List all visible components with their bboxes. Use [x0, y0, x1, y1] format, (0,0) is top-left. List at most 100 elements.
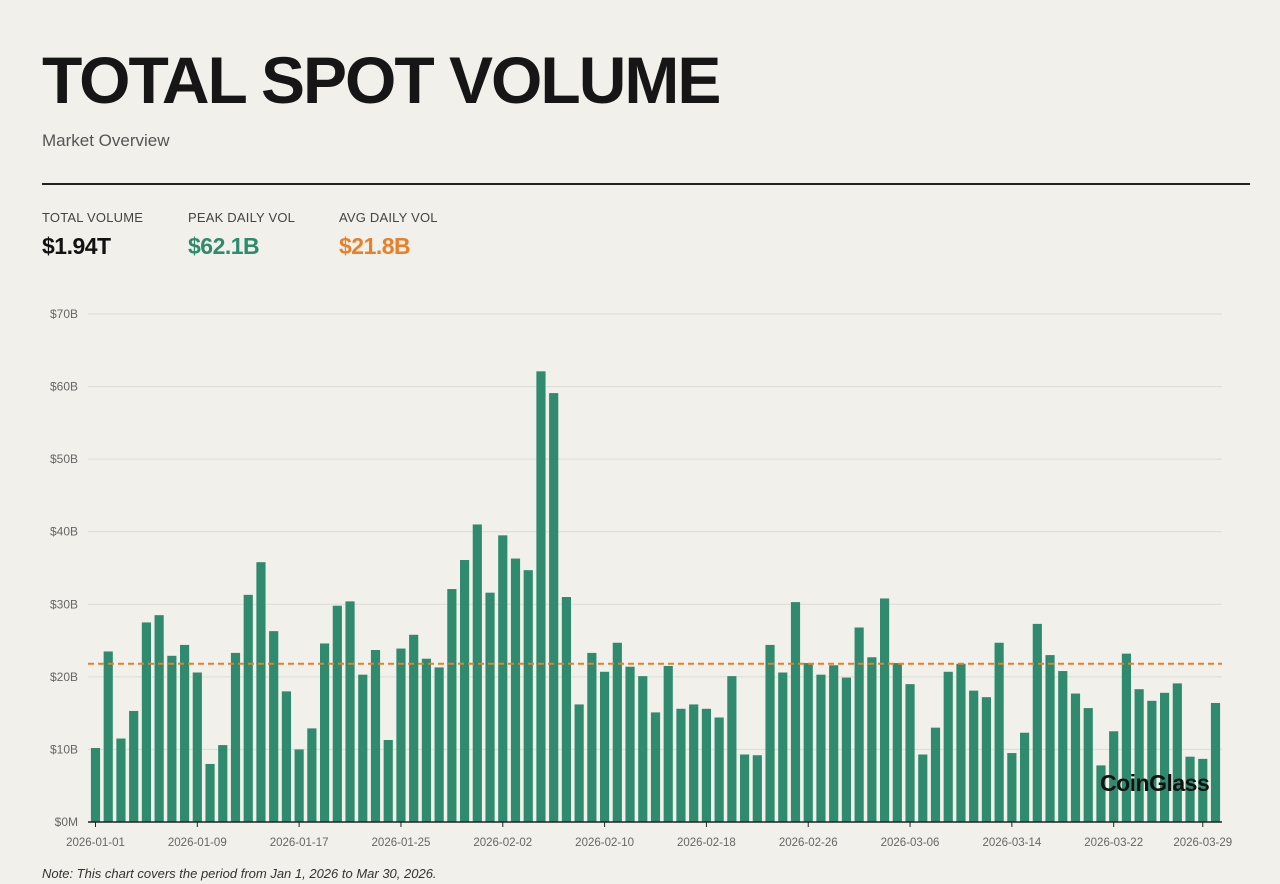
- stat-peak-daily-volume: PEAK DAILY VOL $62.1B: [188, 210, 295, 260]
- volume-bar: [230, 652, 241, 822]
- volume-bar: [676, 708, 686, 822]
- volume-bar: [167, 655, 177, 822]
- volume-bar: [370, 650, 381, 822]
- volume-bar: [943, 671, 953, 822]
- stat-peak-daily-volume-value: $62.1B: [188, 233, 260, 259]
- volume-bar: [803, 663, 813, 822]
- volume-bar: [727, 676, 737, 822]
- volume-bar: [778, 672, 788, 822]
- x-tick-label: 2026-03-06: [881, 837, 940, 849]
- volume-bar: [816, 674, 826, 822]
- volume-bar: [867, 657, 877, 822]
- stat-average-daily-volume: AVG DAILY VOL $21.8B: [339, 210, 438, 260]
- volume-bar: [956, 663, 966, 822]
- y-tick-label: $30B: [50, 597, 78, 611]
- volume-bar: [1045, 655, 1055, 822]
- volume-bar: [141, 622, 151, 822]
- volume-bar: [969, 690, 979, 822]
- x-tick-label: 2026-02-02: [473, 837, 532, 849]
- volume-bar: [294, 749, 304, 822]
- volume-bar: [587, 652, 597, 822]
- volume-bar: [472, 524, 482, 822]
- volume-bar: [485, 592, 495, 822]
- x-tick-label: 2026-01-17: [270, 837, 329, 849]
- volume-bar: [1020, 732, 1030, 822]
- volume-bar: [663, 665, 673, 822]
- volume-bar: [180, 644, 190, 822]
- volume-bar: [600, 671, 610, 822]
- x-tick-label: 2026-01-25: [372, 837, 431, 849]
- volume-bar: [561, 597, 571, 822]
- volume-bar: [345, 601, 355, 822]
- volume-bar: [1032, 623, 1042, 822]
- volume-bar: [1096, 765, 1106, 822]
- volume-bar: [498, 535, 508, 822]
- volume-bar: [918, 754, 928, 822]
- volume-bar: [269, 631, 279, 822]
- volume-bar: [434, 667, 444, 822]
- volume-bar: [574, 704, 584, 822]
- volume-bar: [192, 672, 202, 822]
- volume-bar: [638, 676, 648, 822]
- stat-total-volume-value: $1.94T: [42, 233, 111, 259]
- volume-bar: [218, 745, 228, 822]
- volume-bar: [409, 634, 419, 822]
- volume-bar: [243, 594, 253, 822]
- stat-average-daily-volume-label: AVG DAILY VOL: [339, 210, 438, 225]
- x-tick-label: 2026-03-14: [982, 837, 1041, 849]
- volume-bar: [854, 627, 864, 822]
- volume-bar: [714, 717, 724, 822]
- volume-bar: [129, 710, 139, 822]
- volume-bar: [790, 602, 801, 822]
- volume-bar: [256, 562, 266, 822]
- volume-bar: [689, 704, 699, 822]
- x-tick-label: 2026-01-01: [66, 837, 125, 849]
- volume-bar: [116, 738, 126, 822]
- volume-bar: [841, 677, 851, 822]
- page-title: TOTAL SPOT VOLUME: [42, 43, 721, 117]
- x-tick-label: 2026-01-09: [168, 837, 227, 849]
- volume-bar: [320, 643, 330, 822]
- volume-bar: [523, 570, 533, 822]
- volume-bar: [1198, 758, 1208, 822]
- volume-bar: [103, 651, 113, 822]
- volume-bar: [650, 712, 661, 822]
- volume-bar: [421, 658, 431, 822]
- volume-bar: [1109, 731, 1119, 822]
- volume-bar: [154, 615, 164, 822]
- volume-bar: [460, 560, 470, 822]
- stat-total-volume: TOTAL VOLUME $1.94T: [42, 210, 143, 260]
- x-tick-label: 2026-03-29: [1173, 837, 1232, 849]
- volume-bar: [383, 739, 393, 822]
- y-tick-label: $0M: [55, 815, 78, 829]
- chart-footnote: Note: This chart covers the period from …: [42, 866, 437, 881]
- y-tick-label: $20B: [50, 670, 78, 684]
- volume-bar: [396, 648, 406, 822]
- stat-average-daily-volume-value: $21.8B: [339, 233, 411, 259]
- x-tick-label: 2026-02-10: [575, 837, 634, 849]
- volume-bar: [612, 642, 622, 822]
- x-tick-label: 2026-03-22: [1084, 837, 1143, 849]
- y-tick-label: $70B: [50, 307, 78, 321]
- volume-bar: [1058, 671, 1068, 822]
- volume-bar: [1134, 689, 1144, 822]
- volume-bar: [1083, 708, 1093, 822]
- volume-bar: [1070, 693, 1081, 822]
- volume-bar: [1147, 700, 1157, 822]
- volume-bar: [930, 727, 941, 822]
- volume-bar: [1185, 756, 1195, 822]
- y-tick-label: $40B: [50, 525, 78, 539]
- volume-bar: [332, 605, 342, 822]
- volume-bar: [752, 755, 762, 822]
- volume-bar: [829, 665, 839, 822]
- y-tick-label: $60B: [50, 380, 78, 394]
- coinglass-watermark: CoinGlass: [1100, 770, 1210, 796]
- volume-bar: [447, 589, 457, 822]
- volume-bar: [892, 663, 902, 822]
- header-divider: [42, 183, 1250, 185]
- volume-bar: [307, 728, 317, 822]
- volume-bar: [625, 666, 635, 822]
- volume-bar: [281, 691, 291, 822]
- volume-bar: [880, 598, 890, 822]
- volume-bar: [1121, 653, 1131, 822]
